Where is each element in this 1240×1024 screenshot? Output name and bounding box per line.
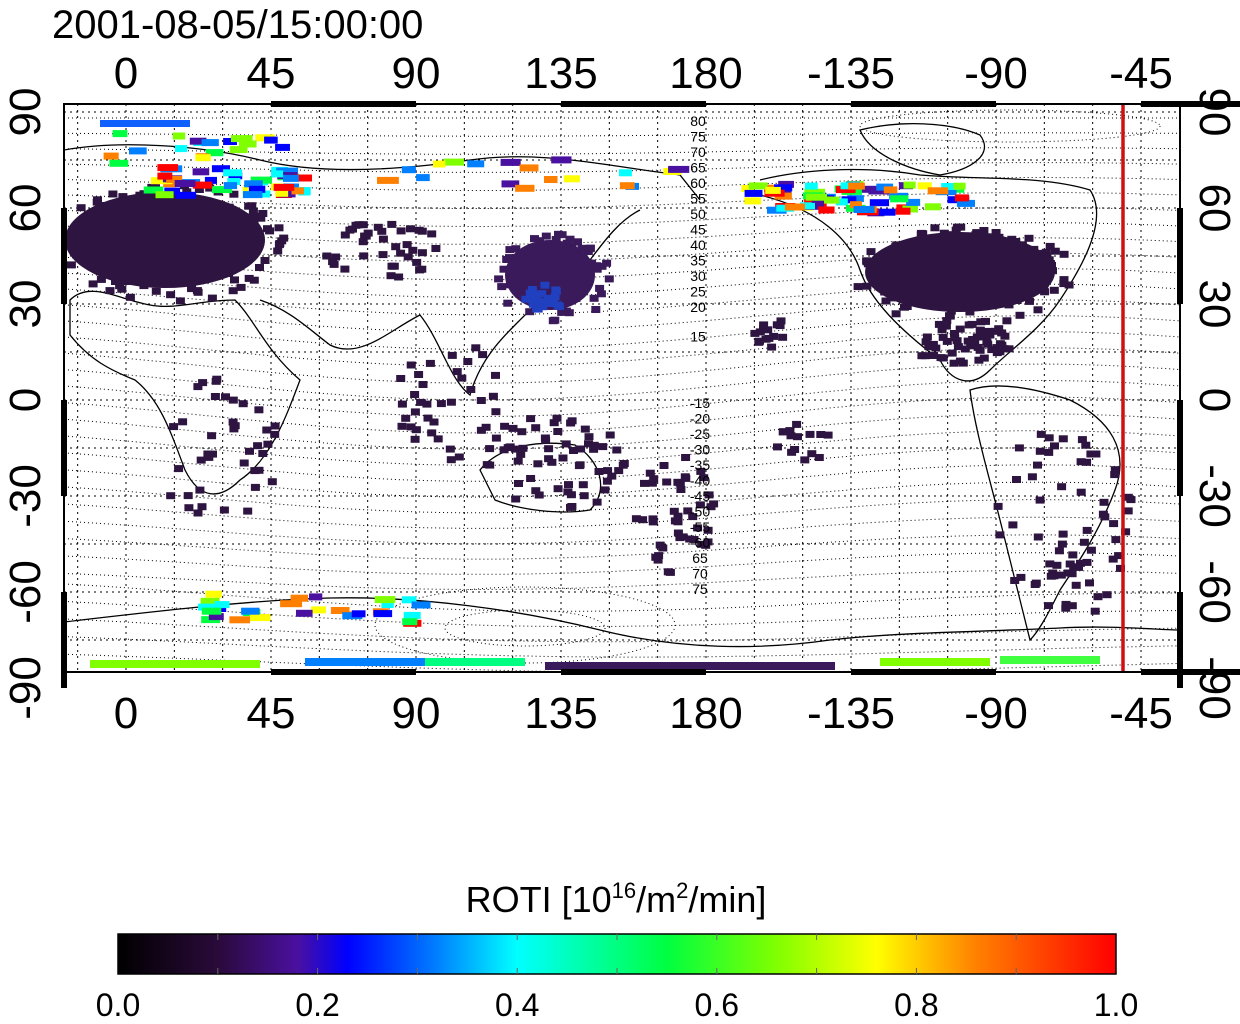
colorbar-tick-label: 0.0 <box>96 987 140 1023</box>
colorbar <box>117 933 1117 975</box>
y-axis-left-labels: 90 60 30 0 -30 -60 -90 <box>1 88 50 720</box>
x-tick-label: 135 <box>524 49 597 98</box>
x-tick-label: 135 <box>524 689 597 738</box>
y-tick-label: 30 <box>1 280 50 329</box>
contour-label: 25 <box>690 284 706 300</box>
y-tick-label: -30 <box>1 464 50 528</box>
colorbar-tick-labels: 0.0 0.2 0.4 0.6 0.8 1.0 <box>96 987 1138 1023</box>
contour-label: 60 <box>690 175 706 191</box>
y-tick-label: -60 <box>1190 560 1239 624</box>
frame-ticks <box>61 101 1240 688</box>
contour-label: -40 <box>690 473 710 489</box>
y-tick-label: -90 <box>1190 656 1239 720</box>
contour-label: 45 <box>690 222 706 238</box>
x-tick-label: -135 <box>807 689 895 738</box>
contour-label: -55 <box>690 519 710 535</box>
y-tick-label: 60 <box>1190 184 1239 233</box>
y-tick-label: -60 <box>1 560 50 624</box>
contour-label: 65 <box>692 550 708 566</box>
y-tick-label: 90 <box>1190 88 1239 137</box>
contour-label: 15 <box>690 329 706 345</box>
contour-label: 30 <box>690 268 706 284</box>
x-tick-label: 0 <box>114 49 138 98</box>
x-tick-label: 0 <box>114 689 138 738</box>
x-tick-label: 90 <box>392 49 441 98</box>
contour-label: -60 <box>690 535 710 551</box>
colorbar-minor-ticks <box>217 934 1017 974</box>
y-tick-label: 30 <box>1190 280 1239 329</box>
contour-labels: 8075706560555045403530252015-15-20-25-30… <box>690 113 710 597</box>
x-tick-label: -90 <box>964 689 1028 738</box>
contour-label: -30 <box>690 442 710 458</box>
y-tick-label: 60 <box>1 184 50 233</box>
contour-label: 65 <box>690 160 706 176</box>
contour-label: -50 <box>690 504 710 520</box>
x-tick-label: -90 <box>964 49 1028 98</box>
contour-label: 55 <box>690 191 706 207</box>
contour-label: 75 <box>692 581 708 597</box>
map-area <box>64 104 1180 672</box>
x-axis-top-labels: 0 45 90 135 180 -135 -90 -45 <box>114 49 1173 98</box>
colorbar-tick-label: 0.6 <box>695 987 739 1023</box>
x-tick-label: -45 <box>1109 689 1173 738</box>
contour-label: -25 <box>690 426 710 442</box>
coastlines <box>64 123 1180 648</box>
x-tick-label: 90 <box>392 689 441 738</box>
contour-label: -15 <box>690 395 710 411</box>
x-tick-label: -135 <box>807 49 895 98</box>
y-axis-right-labels: 90 60 30 0 -30 -60 -90 <box>1190 88 1239 720</box>
contour-label: 40 <box>690 237 706 253</box>
contour-label: 70 <box>692 566 708 582</box>
x-axis-bottom-labels: 0 45 90 135 180 -135 -90 -45 <box>114 689 1173 738</box>
colorbar-label: ROTI [1016/m2/min] <box>466 878 767 920</box>
y-tick-label: -90 <box>1 656 50 720</box>
colorbar-tick-label: 1.0 <box>1094 987 1138 1023</box>
x-tick-label: 45 <box>247 689 296 738</box>
contour-label: 80 <box>690 113 706 129</box>
colorbar-tick-label: 0.4 <box>495 987 539 1023</box>
x-tick-label: 180 <box>669 689 742 738</box>
colorbar-tick-label: 0.8 <box>894 987 938 1023</box>
contour-label: 35 <box>690 253 706 269</box>
contour-label: 20 <box>690 299 706 315</box>
contour-label: -45 <box>690 488 710 504</box>
contour-label: -35 <box>690 457 710 473</box>
contour-label: 50 <box>690 206 706 222</box>
y-tick-label: 90 <box>1 88 50 137</box>
colorbar-tick-label: 0.2 <box>295 987 339 1023</box>
x-tick-label: 180 <box>669 49 742 98</box>
y-tick-label: 0 <box>1 388 50 412</box>
y-tick-label: 0 <box>1190 388 1239 412</box>
contour-label: -20 <box>690 411 710 427</box>
contour-label: 75 <box>690 129 706 145</box>
contour-label: 70 <box>690 144 706 160</box>
roti-data-patches <box>65 120 1136 670</box>
plot-title: 2001-08-05/15:00:00 <box>52 3 423 47</box>
x-tick-label: -45 <box>1109 49 1173 98</box>
x-tick-label: 45 <box>247 49 296 98</box>
y-tick-label: -30 <box>1190 464 1239 528</box>
